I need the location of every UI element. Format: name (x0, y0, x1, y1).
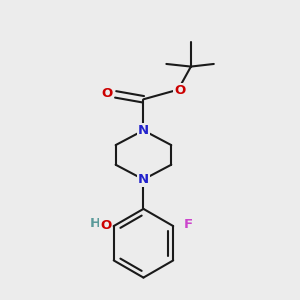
Text: O: O (100, 219, 111, 232)
Text: O: O (175, 84, 186, 97)
Text: O: O (102, 87, 113, 100)
Text: H: H (90, 217, 101, 230)
Text: N: N (138, 124, 149, 137)
Text: F: F (183, 218, 193, 231)
Text: N: N (138, 173, 149, 186)
